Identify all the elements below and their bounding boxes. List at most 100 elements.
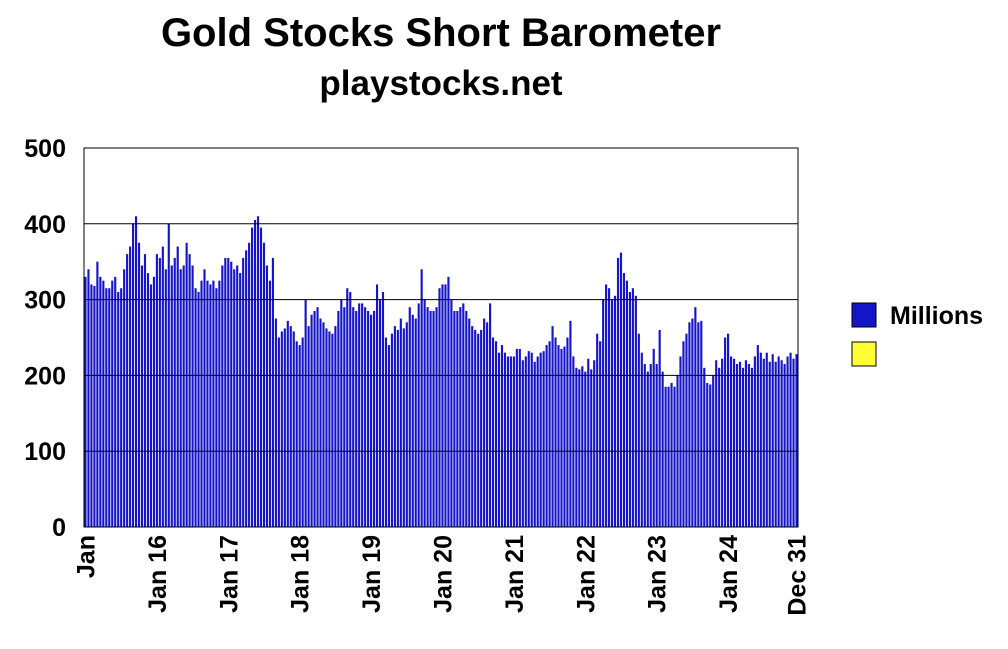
- bar: [706, 382, 709, 527]
- bar: [435, 307, 438, 527]
- bar: [622, 273, 626, 527]
- bar: [378, 299, 382, 527]
- bar: [423, 299, 426, 527]
- bar: [718, 367, 721, 527]
- bar: [480, 329, 483, 527]
- bar: [331, 333, 334, 527]
- bar: [465, 310, 468, 527]
- bar: [640, 352, 643, 527]
- bar: [759, 352, 762, 527]
- bar: [185, 242, 188, 527]
- bar: [251, 227, 254, 527]
- bar: [578, 369, 581, 527]
- bar: [477, 333, 480, 527]
- bar: [111, 280, 114, 527]
- bar: [384, 337, 388, 527]
- bar: [789, 352, 792, 527]
- bar: [271, 257, 274, 527]
- bar: [105, 288, 108, 527]
- bar: [599, 341, 602, 527]
- bar: [158, 257, 161, 527]
- bar: [610, 299, 614, 527]
- bar: [539, 352, 542, 527]
- legend-label: Millions: [890, 302, 983, 330]
- bar: [521, 360, 524, 527]
- legend-swatch: [851, 302, 877, 328]
- bar: [581, 366, 584, 527]
- bar: [364, 307, 367, 527]
- bar: [771, 354, 774, 527]
- bar: [524, 356, 527, 527]
- bar: [747, 364, 750, 527]
- bar: [253, 220, 257, 527]
- bar: [682, 341, 685, 527]
- bar: [367, 310, 370, 527]
- bar: [489, 303, 492, 527]
- bar: [301, 337, 304, 527]
- bar: [646, 371, 649, 527]
- bar: [155, 254, 158, 527]
- bar: [557, 345, 560, 527]
- bar: [777, 356, 780, 527]
- bar: [108, 288, 111, 527]
- bar: [248, 242, 251, 527]
- bar: [426, 307, 429, 527]
- bar: [715, 360, 718, 527]
- bar: [93, 285, 96, 527]
- bar: [179, 269, 182, 527]
- bar: [732, 358, 736, 527]
- bar: [545, 345, 548, 527]
- bar: [471, 326, 474, 527]
- bar: [316, 307, 319, 527]
- bar: [173, 257, 176, 527]
- bar: [750, 367, 753, 527]
- bar: [355, 310, 358, 527]
- bar: [126, 254, 129, 527]
- x-tick-label: Jan 21: [501, 535, 529, 613]
- bar: [447, 276, 450, 527]
- bar: [393, 326, 396, 527]
- bar: [304, 299, 307, 527]
- bar: [387, 345, 391, 527]
- bar: [340, 299, 343, 527]
- bar: [634, 295, 637, 527]
- bar: [506, 356, 510, 527]
- bar: [658, 329, 661, 527]
- bar: [694, 307, 697, 527]
- bar: [566, 337, 569, 527]
- bar: [123, 269, 126, 527]
- bar: [233, 269, 236, 527]
- bar: [688, 322, 691, 527]
- bar: [462, 303, 465, 527]
- bar: [245, 250, 248, 527]
- plot-border: [83, 147, 799, 528]
- bar: [795, 354, 798, 527]
- bar: [450, 299, 453, 527]
- bar: [661, 371, 664, 527]
- x-tick-label: Jan 16: [144, 535, 172, 613]
- bar: [227, 257, 230, 527]
- bar: [587, 358, 590, 527]
- bar: [283, 328, 286, 527]
- bar: [200, 280, 203, 527]
- bar: [652, 348, 655, 527]
- bar: [438, 288, 441, 527]
- bar: [691, 318, 694, 527]
- bar: [274, 318, 277, 527]
- bar: [262, 242, 266, 527]
- bar: [149, 284, 153, 527]
- bar: [575, 367, 578, 527]
- bar: [176, 246, 179, 528]
- bar: [402, 328, 405, 527]
- bar: [548, 341, 551, 527]
- bar: [280, 331, 283, 527]
- bar: [741, 367, 745, 527]
- bar: [631, 288, 634, 527]
- bar: [685, 333, 688, 527]
- bar: [203, 269, 206, 527]
- bar: [625, 280, 629, 527]
- bar: [417, 303, 420, 527]
- bar: [325, 328, 328, 527]
- bar: [500, 345, 504, 527]
